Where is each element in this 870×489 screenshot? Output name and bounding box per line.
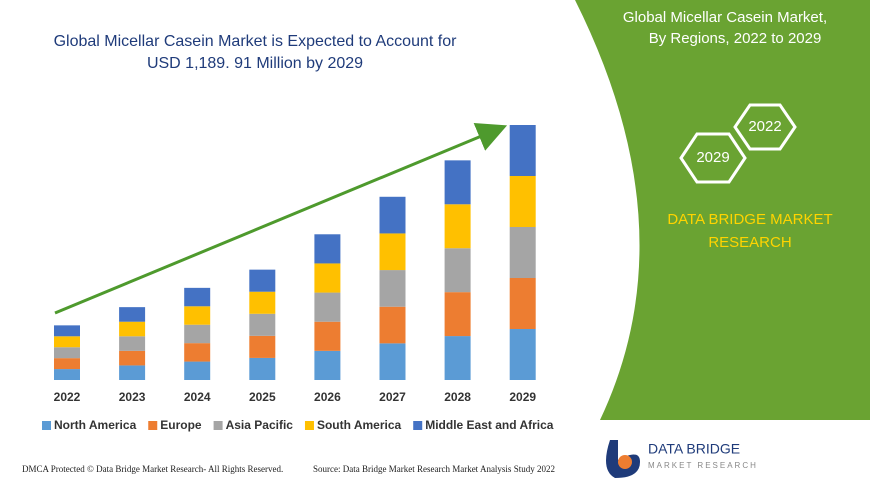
legend-swatch [213,421,223,430]
bar-segment [184,324,211,344]
hexagon [679,132,747,184]
x-tick-label: 2027 [379,390,406,404]
x-tick-label: 2022 [54,390,81,404]
x-tick-label: 2028 [444,390,471,404]
bar-segment [379,196,406,234]
bar-segment [54,325,80,337]
bar-segment [509,125,536,176]
panel-title: Global Micellar Casein Market, [623,9,827,26]
logo-name: DATA BRIDGE [648,441,740,457]
legend-label: North America [54,418,137,432]
hexagon-label: 2029 [696,149,729,166]
bar-segment [444,160,471,205]
bar-segment [444,248,471,293]
bar-segment [184,361,211,380]
legend-swatch [304,421,314,430]
legend-swatch [42,421,51,430]
x-tick-label: 2023 [119,390,146,404]
bar-segment [379,343,406,380]
bar-segment [314,350,341,380]
footer-left: DMCA Protected © Data Bridge Market Rese… [22,464,283,474]
legend-label: Europe [160,418,202,432]
bar-segment [314,263,341,293]
bar-segment [444,292,471,337]
brand: RESEARCH [708,234,791,251]
bar-segment [379,270,406,307]
bar-segment [184,306,211,325]
trend-arrow [54,123,508,315]
bar-segment [509,278,536,329]
bar-segment [249,269,276,292]
legend-label: Asia Pacific [226,418,294,432]
bar-segment [379,306,406,344]
hexagon [733,103,797,151]
bar-segment [119,321,146,337]
chart-title: USD 1,189. 91 Million by 2029 [147,55,363,72]
x-tick-label: 2025 [249,390,276,404]
bar-segment [444,336,471,380]
hexagon-label: 2022 [748,118,781,135]
bar-segment [249,335,276,358]
bar-segment [54,347,80,359]
legend-label: Middle East and Africa [425,418,554,432]
x-tick-label: 2024 [184,390,211,404]
legend-swatch [148,421,158,430]
bar-segment [119,365,146,380]
bar-segment [379,233,406,271]
bar-segment [509,227,536,278]
legend-swatch [413,421,423,430]
bar-segment [314,321,341,351]
logo-dot [618,455,632,469]
panel-title: By Regions, 2022 to 2029 [649,30,822,47]
bar-segment [54,369,80,380]
bar-segment [119,307,146,322]
bar-segment [119,350,146,366]
green-panel [575,0,870,420]
bar-segment [444,204,471,249]
legend-label: South America [317,418,402,432]
bar-segment [54,358,80,370]
bar-segment [249,313,276,336]
logo-tagline: MARKET RESEARCH [648,461,758,470]
bar-segment [314,292,341,322]
x-tick-label: 2029 [509,390,536,404]
bar-segment [184,287,211,307]
x-tick-label: 2026 [314,390,341,404]
bar-segment [249,291,276,314]
bar-segment [184,343,211,362]
bar-segment [249,357,276,380]
chart-title: Global Micellar Casein Market is Expecte… [54,33,458,50]
footer-right: Source: Data Bridge Market Research Mark… [313,464,555,474]
bar-segment [509,176,536,227]
bar-segment [314,234,341,264]
bar-segment [54,336,80,348]
brand: DATA BRIDGE MARKET [667,211,832,228]
bar-segment [509,329,536,380]
bar-segment [119,336,146,351]
